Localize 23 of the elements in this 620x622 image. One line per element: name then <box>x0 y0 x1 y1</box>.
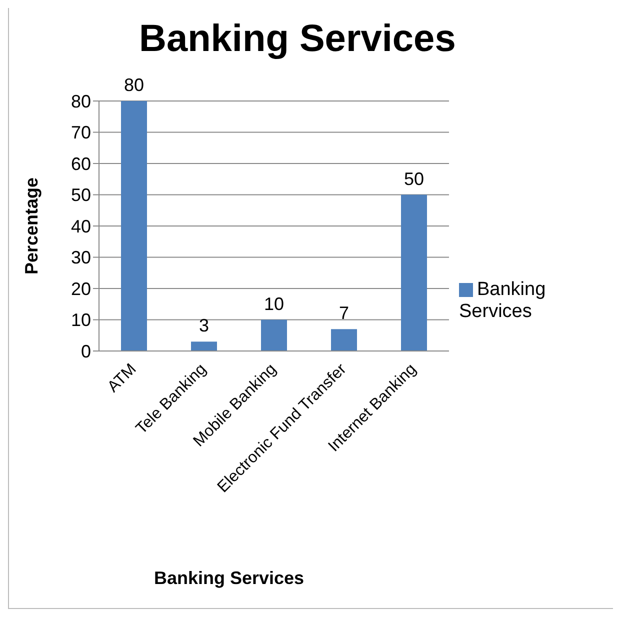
y-tick-label: 50 <box>70 185 91 206</box>
y-tick-label: 30 <box>70 248 91 268</box>
y-tick-label: 70 <box>70 122 91 143</box>
x-axis-title: Banking Services <box>152 568 306 589</box>
data-label: 3 <box>198 316 210 336</box>
data-label: 80 <box>124 75 144 95</box>
y-tick-label: 10 <box>70 310 91 330</box>
chart-title: Banking Services <box>138 17 457 61</box>
y-tick-label: 40 <box>70 216 91 236</box>
bar <box>331 329 357 351</box>
bar <box>401 194 427 351</box>
data-label: 10 <box>264 294 284 314</box>
data-label: 50 <box>404 168 424 189</box>
legend-label: Banking Services <box>459 279 546 322</box>
y-tick-label: 60 <box>70 154 91 174</box>
data-label: 7 <box>338 303 350 324</box>
y-tick-label: 0 <box>80 341 91 362</box>
y-tick-label: 80 <box>70 91 91 112</box>
bar <box>261 320 287 351</box>
bar <box>191 342 217 351</box>
bar <box>121 101 147 351</box>
y-axis-title: Percentage <box>21 177 42 275</box>
y-tick-label: 20 <box>70 278 91 299</box>
